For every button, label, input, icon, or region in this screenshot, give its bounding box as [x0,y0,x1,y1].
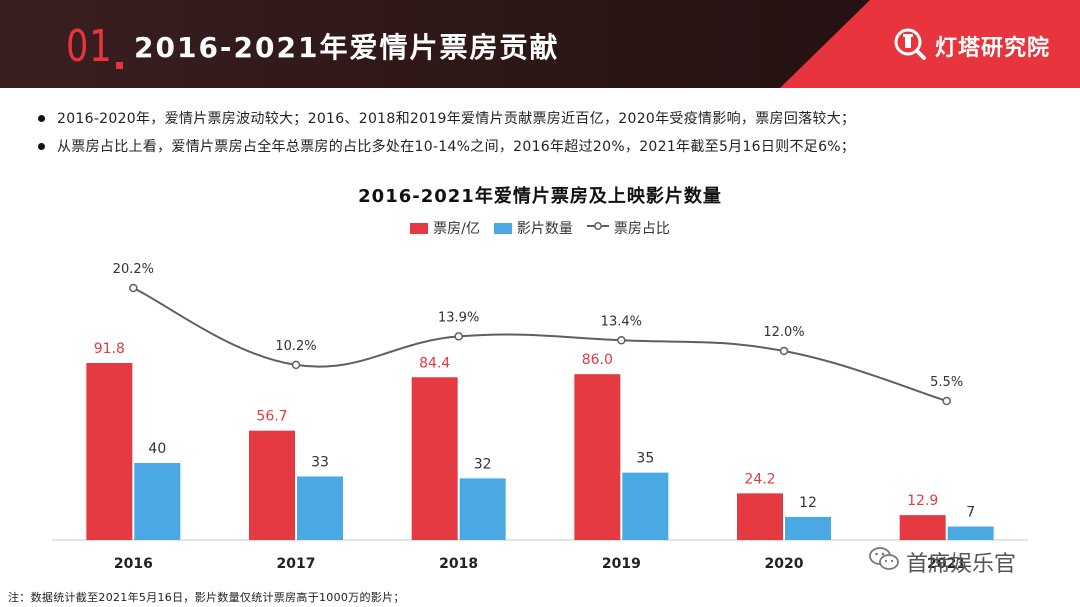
bullet-dot [38,142,45,150]
bar-box-office [411,377,458,540]
legend-item-film-count: 影片数量 [493,218,573,238]
share-label: 13.9% [438,310,479,325]
bar-film-count [297,476,343,540]
bar-film-count [134,463,181,540]
share-label: 13.4% [601,314,642,329]
header-banner: 01 2016-2021年爱情片票房贡献 灯塔研究院 [0,0,1080,88]
bar-label-film-count: 35 [636,451,654,467]
legend-label: 影片数量 [516,221,573,237]
bullet-item: 2016-2020年，爱情片票房波动较大；2016、2018和2019年爱情片贡… [38,104,1058,132]
bar-label-film-count: 33 [311,454,329,470]
share-point [129,283,138,293]
share-label: 12.0% [763,325,804,340]
bar-film-count [459,478,506,540]
footnote: 注：数据统计截至2021年5月16日，影片数量仅统计票房高于1000万的影片； [8,591,405,604]
x-tick-label: 2020 [765,556,804,572]
watermark: 首席娱乐官 [868,545,1016,579]
share-label: 10.2% [275,339,316,354]
x-tick-label: 2019 [602,556,641,572]
share-line [132,287,947,402]
bullet-item: 从票房占比上看，爱情片票房占全年总票房的占比多处在10-14%之间，2016年超… [38,132,1058,160]
bar-box-office [737,493,783,540]
page-title: 2016-2021年爱情片票房贡献 [134,31,560,64]
legend-item-box-office: 票房/亿 [410,218,480,238]
summary-bullets: 2016-2020年，爱情片票房波动较大；2016、2018和2019年爱情片贡… [38,104,1058,160]
share-point [291,360,301,370]
share-point [779,346,789,356]
bar-box-office [86,363,133,540]
bar-label-film-count: 7 [966,505,975,521]
bar-label-box-office: 12.9 [907,493,938,509]
bullet-text: 从票房占比上看，爱情片票房占全年总票房的占比多处在10-14%之间，2016年超… [57,139,856,155]
section-number: 01 [66,21,113,72]
x-tick-label: 2018 [439,556,478,572]
bar-label-box-office: 24.2 [744,471,775,487]
bar-box-office [249,430,295,540]
bullet-dot [38,114,45,122]
legend-label: 票房/亿 [433,221,480,237]
bar-label-film-count: 12 [799,495,817,511]
bar-film-count [622,472,669,540]
bar-film-count [785,516,831,540]
share-point [454,332,463,341]
brand-logo: 灯塔研究院 [893,28,1050,64]
lighthouse-icon [893,27,927,65]
brand-name: 灯塔研究院 [934,36,1050,61]
bar-label-box-office: 56.7 [256,409,287,425]
legend-line-marker [586,220,609,236]
section-number-dot [116,62,123,69]
legend-item-share: 票房占比 [586,218,670,238]
legend-label: 票房占比 [613,221,670,237]
bar-label-box-office: 84.4 [419,355,450,371]
x-tick-label: 2017 [277,556,316,572]
chart-title: 2016-2021年爱情片票房及上映影片数量 [358,186,722,207]
legend-swatch-blue [493,222,512,234]
share-point [942,396,951,406]
bar-box-office [574,374,621,540]
legend-swatch-red [410,222,429,234]
bar-label-film-count: 40 [148,441,166,457]
share-point [617,336,626,345]
x-tick-label: 2021 [927,556,966,572]
bullet-text: 2016-2020年，爱情片票房波动较大；2016、2018和2019年爱情片贡… [57,111,856,127]
x-tick-label: 2016 [114,556,153,572]
bar-film-count [947,526,994,540]
bar-label-box-office: 91.8 [94,341,125,357]
wechat-icon [868,545,900,579]
bar-box-office [899,515,946,540]
watermark-text: 首席娱乐官 [906,552,1017,577]
bar-label-box-office: 86.0 [582,352,613,368]
chart-legend: 票房/亿 影片数量 票房占比 [0,218,1080,238]
share-label: 5.5% [930,375,963,390]
share-label: 20.2% [113,262,154,277]
bar-label-film-count: 32 [474,456,492,472]
